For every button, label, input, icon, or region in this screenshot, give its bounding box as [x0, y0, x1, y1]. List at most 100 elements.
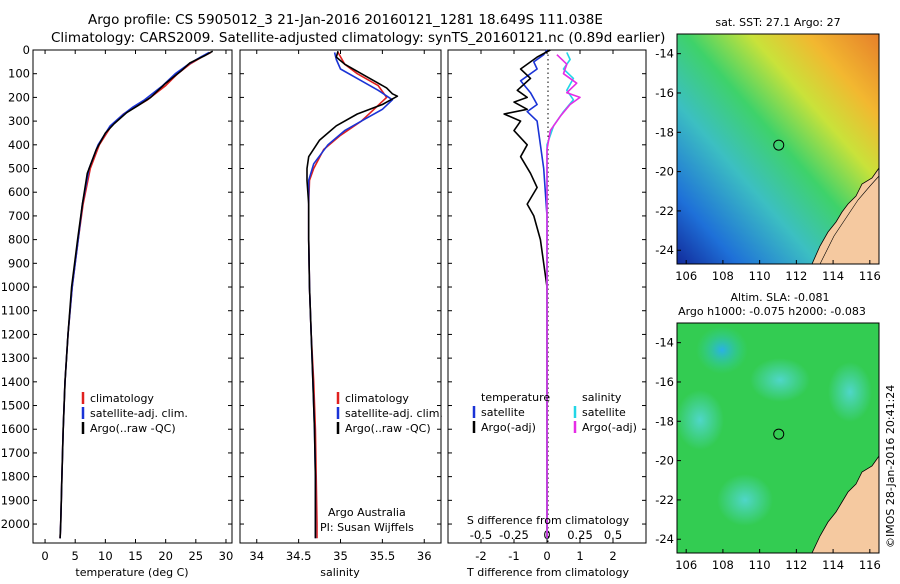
- sla-lat-axis: -14 -16 -18 -20 -22 -24: [655, 336, 681, 546]
- t-difference-x-axis: -2 -1 0 1 2: [475, 50, 617, 563]
- argo-float-marker: [773, 428, 785, 440]
- depth-tick-label: 100: [8, 67, 30, 81]
- x-tick-label: 30: [219, 549, 234, 563]
- difference-series: [503, 49, 581, 539]
- x-tick-label: -2: [475, 549, 486, 563]
- depth-tick-label: 400: [8, 138, 30, 152]
- x-tick-label: 0: [41, 549, 48, 563]
- x-tick-label: 35: [333, 549, 348, 563]
- series-line-t-argo-adj-: [503, 49, 551, 539]
- temperature-axes-box: [32, 49, 233, 544]
- s-diff-tick-label: 0.5: [604, 528, 622, 542]
- salinity-panel: 34 34.5 35 35.5 36 climatology satellite-adj…: [239, 49, 443, 579]
- depth-tick-label: 600: [8, 185, 30, 199]
- salinity-legend: climatology satellite-adj. clim. Argo(..…: [336, 392, 443, 435]
- depth-tick-label: 1400: [1, 375, 30, 389]
- series-line-s-argo-adj-: [546, 54, 581, 539]
- sla-map-title-2: Argo h1000: -0.075 h2000: -0.083: [678, 305, 866, 318]
- sst-lon-axis: 106 108 110 112 114 116: [675, 260, 881, 283]
- x-tick-label: 0: [543, 549, 550, 563]
- t-difference-xlabel: T difference from climatology: [466, 566, 629, 579]
- lat-tick-label: -16: [655, 86, 674, 100]
- x-tick-label: 5: [72, 549, 79, 563]
- sst-map-title: sat. SST: 27.1 Argo: 27: [715, 16, 840, 29]
- difference-legend: temperature satellite Argo(-adj) salinit…: [472, 391, 637, 434]
- depth-tick-label: 1800: [1, 470, 30, 484]
- legend-label-climatology: climatology: [345, 392, 409, 405]
- lon-tick-label: 110: [749, 558, 771, 572]
- x-tick-label: 20: [158, 549, 173, 563]
- sla-low-anomaly: [696, 326, 748, 374]
- depth-tick-label: 1200: [1, 327, 30, 341]
- lon-tick-label: 114: [822, 558, 844, 572]
- lat-tick-label: -24: [655, 243, 674, 257]
- lat-tick-label: -24: [655, 532, 674, 546]
- series-line-climatology: [307, 52, 388, 539]
- lon-tick-label: 114: [822, 269, 844, 283]
- x-tick-label: 15: [128, 549, 143, 563]
- temperature-legend: climatology satellite-adj. clim. Argo(..…: [81, 392, 188, 435]
- temperature-series: [59, 50, 214, 539]
- x-tick-label: 25: [188, 549, 203, 563]
- lon-tick-label: 108: [712, 269, 734, 283]
- salinity-xlabel: salinity: [320, 566, 360, 579]
- lon-tick-label: 106: [675, 558, 697, 572]
- series-line-argo-raw-qc-: [59, 50, 214, 539]
- x-tick-label: 1: [576, 549, 583, 563]
- legend-label-satellite: satellite-adj. clim.: [90, 407, 188, 420]
- temperature-xlabel: temperature (deg C): [75, 566, 188, 579]
- depth-axis: 0 100 200 300 400 500 600 700 800 900 1000 1100 1200…: [1, 43, 232, 531]
- lat-tick-label: -14: [655, 47, 674, 61]
- lon-tick-label: 116: [859, 269, 881, 283]
- x-tick-label: -1: [508, 549, 519, 563]
- salinity-series: [306, 50, 399, 539]
- sla-lon-axis: 106 108 110 112 114 116: [675, 549, 881, 572]
- salinity-axes-box: [239, 49, 442, 544]
- annotation-pi: PI: Susan Wijffels: [320, 521, 414, 534]
- sst-coastline-australia: [811, 167, 879, 264]
- depth-tick-label: 0: [23, 43, 30, 57]
- x-tick-label: 10: [98, 549, 113, 563]
- depth-tick-label: 900: [8, 256, 30, 270]
- depth-tick-label: 1600: [1, 422, 30, 436]
- x-tick-label: 2: [609, 549, 616, 563]
- lon-tick-label: 108: [712, 558, 734, 572]
- depth-tick-label: 700: [8, 209, 30, 223]
- figure-title-line2: Climatology: CARS2009. Satellite-adjuste…: [51, 30, 665, 46]
- temperature-panel: 0100200300400500600700800900100011001200…: [1, 43, 234, 579]
- depth-tick-label: 300: [8, 114, 30, 128]
- lat-tick-label: -20: [655, 454, 674, 468]
- legend-label-s-argo: Argo(-adj): [582, 421, 637, 434]
- depth-tick-label: 200: [8, 90, 30, 104]
- lon-tick-label: 106: [675, 269, 697, 283]
- depth-tick-label: 1900: [1, 493, 30, 507]
- lat-tick-label: -20: [655, 165, 674, 179]
- legend-title-salinity: salinity: [582, 391, 622, 404]
- sla-anomaly-5: [717, 474, 773, 526]
- depth-tick-label: 1700: [1, 446, 30, 460]
- legend-title-temperature: temperature: [481, 391, 550, 404]
- imos-credit: ©IMOS 28-Jan-2016 20:41:24: [884, 385, 897, 548]
- salinity-depth-ticks: [240, 49, 441, 525]
- lon-tick-label: 112: [785, 558, 807, 572]
- legend-label-argo: Argo(..raw -QC): [90, 422, 176, 435]
- legend-label-t-satellite: satellite: [481, 406, 525, 419]
- sst-map-frame: [676, 33, 880, 265]
- lat-tick-label: -18: [655, 414, 674, 428]
- legend-label-t-argo: Argo(-adj): [481, 421, 536, 434]
- s-diff-tick-label: -0.5: [470, 528, 492, 542]
- legend-label-climatology: climatology: [90, 392, 154, 405]
- difference-depth-ticks: [448, 49, 646, 525]
- sla-map-title-1: Altim. SLA: -0.081: [730, 291, 829, 304]
- legend-label-s-satellite: satellite: [582, 406, 626, 419]
- lat-tick-label: -16: [655, 375, 674, 389]
- legend-label-satellite: satellite-adj. clim.: [345, 407, 443, 420]
- sst-bathymetry-contour: [819, 175, 879, 264]
- x-tick-label: 36: [417, 549, 432, 563]
- depth-tick-label: 1100: [1, 304, 30, 318]
- sla-map: Altim. SLA: -0.081 Argo h1000: -0.075 h2…: [655, 291, 881, 572]
- annotation-argo-australia: Argo Australia: [328, 506, 406, 519]
- difference-panel: -2 -1 0 1 2 -0.5 -0.25 0 0.25 0.5 temperature sa…: [447, 49, 647, 579]
- x-tick-label: 35.5: [370, 549, 396, 563]
